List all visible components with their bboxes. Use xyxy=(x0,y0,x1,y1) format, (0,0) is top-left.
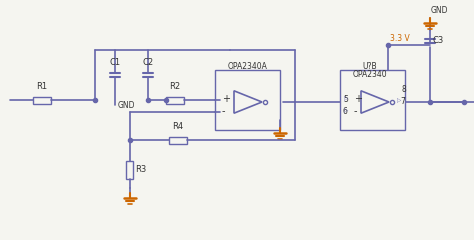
Bar xyxy=(340,70,405,130)
Text: U?B: U?B xyxy=(363,62,377,71)
Bar xyxy=(33,96,51,103)
Text: R3: R3 xyxy=(135,166,146,174)
Text: ▷: ▷ xyxy=(344,96,348,102)
Text: C1: C1 xyxy=(109,58,120,67)
Text: R4: R4 xyxy=(173,122,183,131)
Text: OPA2340A: OPA2340A xyxy=(228,62,268,71)
Bar xyxy=(215,70,280,130)
Text: ▷: ▷ xyxy=(397,98,401,103)
Bar xyxy=(169,137,187,144)
Text: 6: 6 xyxy=(343,107,348,115)
Text: 7: 7 xyxy=(400,96,405,106)
Text: +: + xyxy=(222,94,230,104)
Text: C3: C3 xyxy=(433,36,444,45)
Text: OPA2340: OPA2340 xyxy=(353,70,387,79)
Text: GND: GND xyxy=(431,6,448,15)
Text: 3.3 V: 3.3 V xyxy=(390,34,410,43)
Text: C2: C2 xyxy=(143,58,154,67)
Text: R2: R2 xyxy=(169,82,181,91)
Bar xyxy=(127,161,134,179)
Text: +: + xyxy=(354,94,362,104)
Text: -: - xyxy=(222,106,226,116)
Text: 8: 8 xyxy=(402,85,407,95)
Text: GND: GND xyxy=(118,101,136,109)
Text: 5: 5 xyxy=(343,95,348,103)
Text: R1: R1 xyxy=(36,82,47,91)
Text: ▷: ▷ xyxy=(344,108,348,114)
Bar xyxy=(166,96,184,103)
Text: -: - xyxy=(354,106,357,116)
